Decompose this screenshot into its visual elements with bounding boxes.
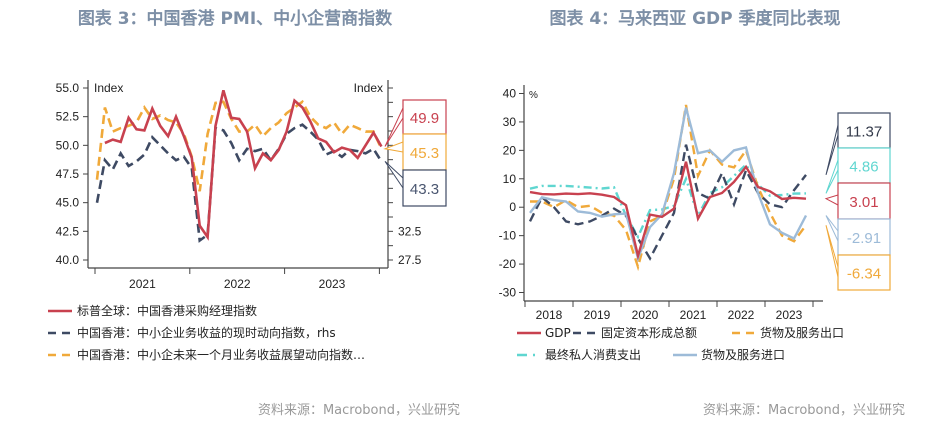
series-line-1 <box>95 123 383 243</box>
callout-pointer <box>384 107 404 147</box>
series-line-0 <box>529 161 807 261</box>
y-tick-label: 45.0 <box>56 196 80 210</box>
x-tick-label: 2018 <box>536 308 563 322</box>
x-tick-label: 2021 <box>680 308 707 322</box>
y-tick-label: -20 <box>499 257 517 271</box>
y-tick-label: -30 <box>499 286 517 300</box>
callout-box <box>837 182 891 220</box>
y-tick-label: 10 <box>503 172 517 186</box>
callout-box <box>837 218 891 256</box>
callout-pointer <box>383 141 404 153</box>
chart-3-source: 资料来源：Macrobond，兴业研究 <box>258 403 460 418</box>
series-line-4 <box>529 107 808 263</box>
callout-box <box>837 254 891 291</box>
y-tick-label: 52.5 <box>56 110 80 124</box>
y-tick-label: 47.5 <box>56 167 80 181</box>
y-tick-label: 55.0 <box>56 81 80 95</box>
series-line-0 <box>104 89 383 241</box>
y-tick-label: 42.5 <box>56 224 80 238</box>
callout-value: -6.34 <box>847 266 881 283</box>
y-axis-unit: % <box>529 90 538 101</box>
legend-label: 货物及服务进口 <box>701 347 785 362</box>
legend-label: 标普全球：中国香港采购经理指数 <box>77 303 257 318</box>
callout-pointer <box>825 124 839 176</box>
left-axis-unit: Index <box>94 81 123 95</box>
callout-box <box>402 99 447 135</box>
legend-label: 中国香港：中小企业务收益的现时动向指数，rhs <box>77 325 336 340</box>
legend-label: 货物及服务出口 <box>760 325 844 340</box>
y-tick-label: 20 <box>503 143 517 157</box>
y-tick-label: 30 <box>503 115 517 129</box>
callout-pointer <box>825 215 839 242</box>
callout-box <box>837 147 891 184</box>
y-tick-label: 40.0 <box>56 253 80 267</box>
x-tick-label: 2022 <box>728 308 755 322</box>
callout-box <box>402 169 447 207</box>
series-line-2 <box>95 99 383 192</box>
x-tick-label: 2020 <box>632 308 659 322</box>
callout-pointer <box>825 159 839 194</box>
series-line-1 <box>528 144 807 261</box>
callout-pointer <box>384 161 404 189</box>
chart-3-title: 图表 3：中国香港 PMI、中小企营商指数 <box>78 8 393 29</box>
callout-pointer <box>824 194 839 206</box>
legend-label: 固定资本形成总额 <box>601 325 697 340</box>
legend-label: 中国香港：中小企未来一个月业务收益展望动向指数… <box>77 347 365 362</box>
series-line-3 <box>529 162 807 240</box>
y-tick-label: 0 <box>509 200 516 214</box>
callout-box <box>837 112 891 149</box>
y2-tick-label: 32.5 <box>398 224 422 238</box>
callout-pointer <box>825 225 839 278</box>
callout-value: 49.9 <box>410 110 439 127</box>
y-tick-label: 40 <box>503 87 517 101</box>
x-tick-label: 2022 <box>224 277 251 291</box>
chart-4-source: 资料来源：Macrobond，兴业研究 <box>703 403 905 418</box>
x-tick-label: 2021 <box>129 277 156 291</box>
x-tick-label: 2019 <box>584 308 611 322</box>
callout-value: 11.37 <box>846 124 882 141</box>
legend-label: GDP <box>545 326 571 340</box>
y2-tick-label: 27.5 <box>398 253 422 267</box>
y-tick-label: 50.0 <box>56 138 80 152</box>
callout-value: 45.3 <box>410 145 439 162</box>
callout-value: 4.86 <box>849 159 878 176</box>
callout-value: 43.3 <box>410 181 439 198</box>
legend-label: 最终私人消费支出 <box>545 347 641 362</box>
callout-value: -2.91 <box>847 230 881 247</box>
chart-4-title: 图表 4：马来西亚 GDP 季度同比表现 <box>549 8 840 29</box>
x-tick-label: 2023 <box>319 277 346 291</box>
callout-value: 3.01 <box>849 194 878 211</box>
y-tick-label: -10 <box>499 229 517 243</box>
x-tick-label: 2023 <box>776 308 803 322</box>
right-axis-unit: Index <box>354 81 383 95</box>
